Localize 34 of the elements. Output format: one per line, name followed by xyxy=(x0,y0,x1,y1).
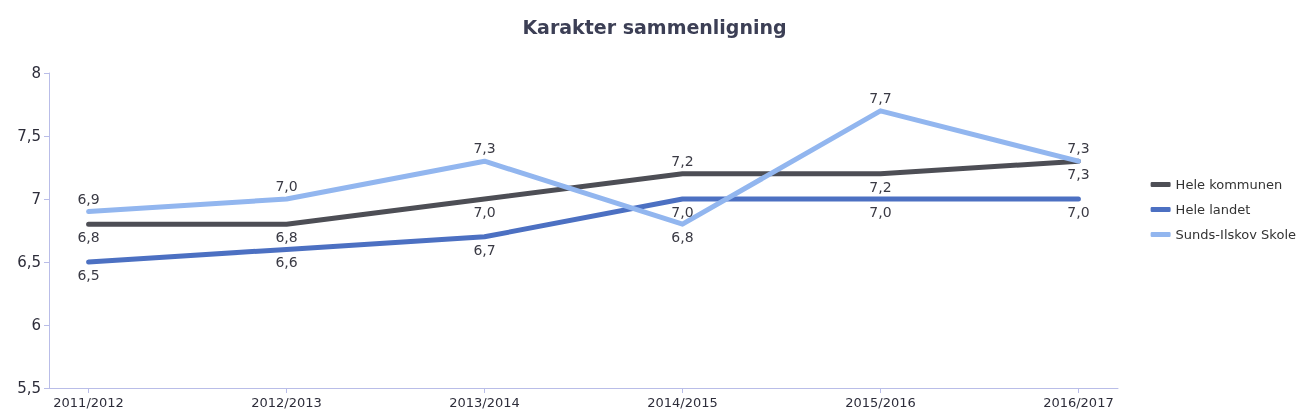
data-label: 7,3 xyxy=(1067,140,1090,157)
x-tick-label: 2016/2017 xyxy=(1043,395,1114,410)
data-label: 6,8 xyxy=(671,229,694,246)
y-tick-label: 8 xyxy=(31,64,41,82)
data-label: 6,8 xyxy=(275,229,298,246)
y-tick-label: 6 xyxy=(31,316,41,334)
data-label: 7,2 xyxy=(869,178,892,195)
data-label: 6,7 xyxy=(473,241,496,258)
data-label: 7,0 xyxy=(1067,204,1090,220)
data-label: 7,0 xyxy=(671,204,694,220)
legend-label: Hele landet xyxy=(1175,202,1251,217)
x-tick-label: 2012/2013 xyxy=(251,395,322,410)
chart-title: Karakter sammenligning xyxy=(522,15,787,38)
data-label: 6,9 xyxy=(77,190,100,207)
data-label: 6,8 xyxy=(77,229,100,246)
data-label: 7,7 xyxy=(869,89,892,106)
data-label: 6,6 xyxy=(275,254,298,271)
legend-label: Sunds-Ilskov Skole xyxy=(1175,227,1296,242)
y-tick-label: 6,5 xyxy=(17,253,41,271)
data-label: 7,3 xyxy=(1067,166,1090,183)
x-tick-label: 2011/2012 xyxy=(53,395,124,410)
x-tick-label: 2015/2016 xyxy=(845,395,916,410)
x-tick-label: 2013/2014 xyxy=(449,395,520,410)
y-tick-label: 5,5 xyxy=(17,379,41,397)
y-tick-label: 7,5 xyxy=(17,127,41,145)
data-label: 7,0 xyxy=(869,204,892,220)
data-label: 7,0 xyxy=(275,178,298,194)
data-label: 7,0 xyxy=(473,204,496,220)
data-label: 6,5 xyxy=(77,267,100,283)
y-tick-label: 7 xyxy=(31,190,41,208)
x-tick-label: 2014/2015 xyxy=(647,395,718,410)
legend-label: Hele kommunen xyxy=(1175,177,1283,192)
data-label: 7,2 xyxy=(671,152,694,169)
data-label: 7,3 xyxy=(473,140,496,157)
